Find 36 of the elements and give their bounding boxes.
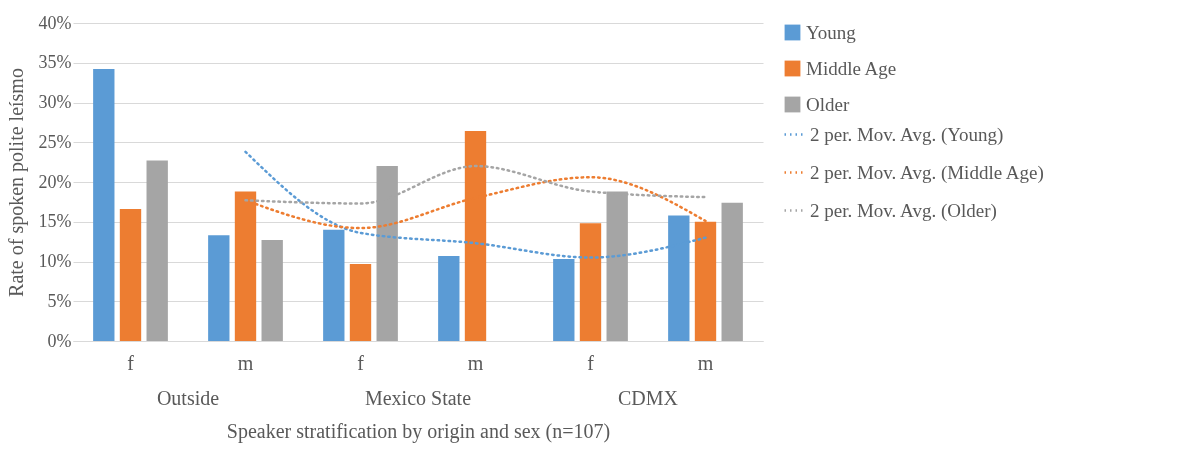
x-tick-label: m bbox=[237, 351, 254, 374]
text: Mexico State bbox=[364, 387, 472, 409]
y-tick-label: 5% bbox=[47, 290, 72, 311]
x-tick-label: f bbox=[127, 351, 135, 374]
bar bbox=[349, 263, 372, 341]
y-tick-label: 0% bbox=[47, 330, 72, 351]
x-tick-label: m bbox=[467, 351, 484, 374]
y-axis-title: Rate of spoken polite leísmo bbox=[4, 68, 28, 297]
bar bbox=[261, 240, 283, 341]
y-tick-label: 15% bbox=[38, 211, 72, 232]
bar bbox=[323, 229, 345, 341]
bar bbox=[438, 255, 460, 341]
bar bbox=[146, 160, 168, 341]
legend-label: Older bbox=[806, 93, 850, 115]
y-tick-label: 35% bbox=[38, 52, 72, 73]
x-tick-label: m bbox=[697, 351, 714, 374]
legend-label: 2 per. Mov. Avg. (Older) bbox=[810, 199, 997, 222]
legend-label: Young bbox=[806, 21, 857, 43]
bar bbox=[119, 209, 142, 341]
y-tick-label: 40% bbox=[38, 12, 72, 33]
x-tick-label: f bbox=[587, 351, 595, 374]
x-axis-title: Speaker stratification by origin and sex (n=107) bbox=[226, 419, 611, 443]
legend-label: 2 per. Mov. Avg. (Middle Age) bbox=[810, 161, 1044, 184]
text: CDMX bbox=[617, 387, 679, 409]
bar bbox=[208, 235, 230, 341]
y-tick-label: 20% bbox=[38, 171, 72, 192]
bar bbox=[93, 69, 115, 341]
bar bbox=[721, 202, 743, 341]
x-tick-label: f bbox=[357, 351, 365, 374]
y-tick-label: 25% bbox=[38, 131, 72, 152]
legend-label: 2 per. Mov. Avg. (Young) bbox=[810, 123, 1004, 146]
text: Outside bbox=[156, 387, 220, 409]
legend-label: Middle Age bbox=[806, 57, 897, 79]
bar bbox=[579, 223, 602, 341]
y-tick-label: 10% bbox=[38, 251, 72, 271]
y-tick-label: 30% bbox=[38, 92, 72, 112]
